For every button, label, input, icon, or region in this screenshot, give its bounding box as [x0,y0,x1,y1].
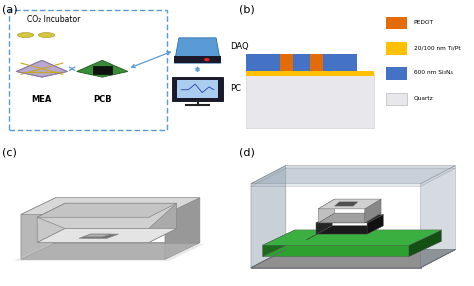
Polygon shape [319,213,381,223]
Polygon shape [84,234,111,237]
Text: MEA: MEA [32,95,52,104]
Polygon shape [37,229,177,243]
Bar [280,54,293,71]
Circle shape [204,58,210,61]
Polygon shape [14,244,204,261]
Polygon shape [409,230,441,257]
Bar [386,42,407,55]
Bar [93,66,111,74]
Bar [323,54,343,71]
Ellipse shape [38,33,55,37]
Polygon shape [365,199,381,223]
Bar [246,74,374,128]
Polygon shape [335,202,358,206]
Polygon shape [174,56,221,63]
Polygon shape [251,165,286,268]
Bar [386,93,407,105]
Polygon shape [319,199,335,223]
Bar [246,71,374,76]
Text: 20/100 nm Ti/Pt: 20/100 nm Ti/Pt [413,45,460,50]
Polygon shape [165,198,200,259]
Polygon shape [21,243,200,259]
Text: PC: PC [230,84,241,93]
Polygon shape [420,165,456,268]
Polygon shape [316,214,383,223]
Polygon shape [251,249,456,268]
Text: PEDOT: PEDOT [413,20,434,25]
Polygon shape [319,199,381,209]
Text: CO₂ Incubator: CO₂ Incubator [27,15,80,24]
Polygon shape [37,203,177,229]
Polygon shape [149,203,177,243]
Text: DAQ: DAQ [230,42,249,51]
Polygon shape [77,60,128,77]
Bar [386,17,407,29]
Bar [293,54,310,71]
Bar [177,80,219,98]
Polygon shape [37,203,65,243]
Polygon shape [263,230,441,245]
Bar [172,77,223,101]
Polygon shape [316,214,332,234]
Text: 600 nm Si₃N₄: 600 nm Si₃N₄ [413,70,452,76]
Ellipse shape [18,33,34,37]
Polygon shape [21,198,200,214]
Polygon shape [37,203,177,217]
Polygon shape [367,214,383,234]
Text: Quartz: Quartz [413,96,433,101]
Polygon shape [251,168,456,186]
Polygon shape [251,165,456,184]
Text: PCB: PCB [93,95,111,104]
Text: (b): (b) [239,4,255,14]
Text: (a): (a) [2,4,18,14]
Text: (c): (c) [2,147,17,157]
Polygon shape [174,38,221,63]
Text: (d): (d) [239,147,255,157]
Polygon shape [16,60,67,77]
Polygon shape [316,226,383,234]
Bar [246,54,260,71]
Bar [386,67,407,80]
Polygon shape [263,230,295,257]
Bar [260,54,280,71]
Bar [310,54,323,71]
Polygon shape [21,198,56,259]
Bar [343,54,356,71]
Polygon shape [263,241,441,257]
Polygon shape [79,234,118,238]
